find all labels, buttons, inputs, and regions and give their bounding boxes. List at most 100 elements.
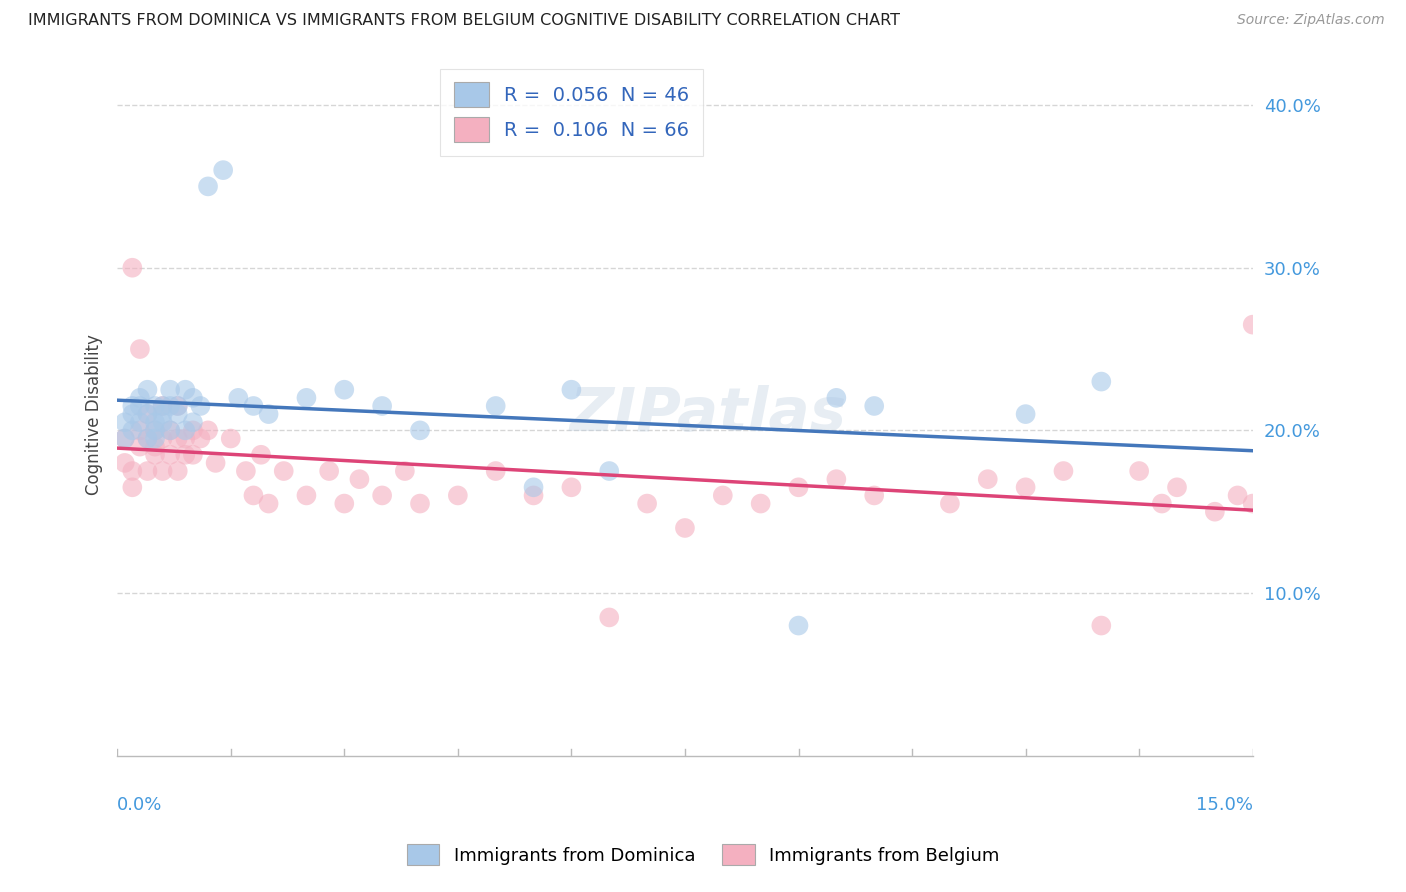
Point <box>197 179 219 194</box>
Point <box>863 488 886 502</box>
Point <box>409 423 432 437</box>
Point <box>485 399 508 413</box>
Point <box>174 383 197 397</box>
Point <box>333 497 356 511</box>
Y-axis label: Cognitive Disability: Cognitive Disability <box>86 334 103 494</box>
Point <box>250 448 273 462</box>
Point <box>197 423 219 437</box>
Point <box>673 521 696 535</box>
Point <box>522 480 544 494</box>
Point <box>159 423 181 437</box>
Point <box>166 432 188 446</box>
Text: IMMIGRANTS FROM DOMINICA VS IMMIGRANTS FROM BELGIUM COGNITIVE DISABILITY CORRELA: IMMIGRANTS FROM DOMINICA VS IMMIGRANTS F… <box>28 13 900 29</box>
Point <box>174 423 197 437</box>
Point <box>121 260 143 275</box>
Point <box>129 399 152 413</box>
Point <box>1128 464 1150 478</box>
Point <box>371 399 394 413</box>
Legend: R =  0.056  N = 46, R =  0.106  N = 66: R = 0.056 N = 46, R = 0.106 N = 66 <box>440 69 703 155</box>
Point <box>787 618 810 632</box>
Point <box>371 488 394 502</box>
Point <box>204 456 226 470</box>
Point <box>152 407 174 421</box>
Point <box>143 432 166 446</box>
Point <box>121 480 143 494</box>
Point <box>485 464 508 478</box>
Point <box>114 456 136 470</box>
Point <box>121 407 143 421</box>
Point <box>166 407 188 421</box>
Point <box>181 448 204 462</box>
Point <box>1204 505 1226 519</box>
Point <box>1090 375 1112 389</box>
Point <box>273 464 295 478</box>
Point <box>136 407 159 421</box>
Point <box>219 432 242 446</box>
Point <box>939 497 962 511</box>
Point <box>825 472 848 486</box>
Point <box>235 464 257 478</box>
Point <box>1241 497 1264 511</box>
Point <box>190 432 212 446</box>
Point <box>447 488 470 502</box>
Point <box>394 464 416 478</box>
Point <box>129 415 152 429</box>
Point <box>152 432 174 446</box>
Point <box>129 391 152 405</box>
Point <box>1150 497 1173 511</box>
Point <box>749 497 772 511</box>
Point <box>114 415 136 429</box>
Point <box>711 488 734 502</box>
Point <box>863 399 886 413</box>
Point <box>143 423 166 437</box>
Point <box>825 391 848 405</box>
Point <box>560 383 582 397</box>
Point <box>152 399 174 413</box>
Point <box>257 497 280 511</box>
Point <box>257 407 280 421</box>
Point <box>598 464 620 478</box>
Point <box>129 440 152 454</box>
Point <box>121 399 143 413</box>
Point <box>174 432 197 446</box>
Point <box>143 440 166 454</box>
Point <box>121 423 143 437</box>
Point <box>152 464 174 478</box>
Text: 0.0%: 0.0% <box>117 797 163 814</box>
Point <box>636 497 658 511</box>
Point <box>166 399 188 413</box>
Point <box>114 432 136 446</box>
Point <box>143 415 166 429</box>
Point <box>295 488 318 502</box>
Text: Source: ZipAtlas.com: Source: ZipAtlas.com <box>1237 13 1385 28</box>
Point <box>522 488 544 502</box>
Point <box>143 448 166 462</box>
Point <box>136 407 159 421</box>
Point <box>1166 480 1188 494</box>
Point <box>152 399 174 413</box>
Point <box>166 464 188 478</box>
Point <box>181 415 204 429</box>
Point <box>1090 618 1112 632</box>
Point <box>114 432 136 446</box>
Point <box>318 464 340 478</box>
Point <box>560 480 582 494</box>
Point <box>977 472 1000 486</box>
Point <box>143 423 166 437</box>
Point <box>1241 318 1264 332</box>
Point <box>159 383 181 397</box>
Point <box>242 488 264 502</box>
Point <box>152 415 174 429</box>
Point <box>333 383 356 397</box>
Point <box>166 399 188 413</box>
Point <box>121 464 143 478</box>
Text: ZIPatlas: ZIPatlas <box>569 384 846 443</box>
Point <box>1014 407 1036 421</box>
Legend: Immigrants from Dominica, Immigrants from Belgium: Immigrants from Dominica, Immigrants fro… <box>399 837 1007 872</box>
Point <box>409 497 432 511</box>
Point <box>174 448 197 462</box>
Point <box>136 432 159 446</box>
Point <box>242 399 264 413</box>
Point <box>181 423 204 437</box>
Point <box>1052 464 1074 478</box>
